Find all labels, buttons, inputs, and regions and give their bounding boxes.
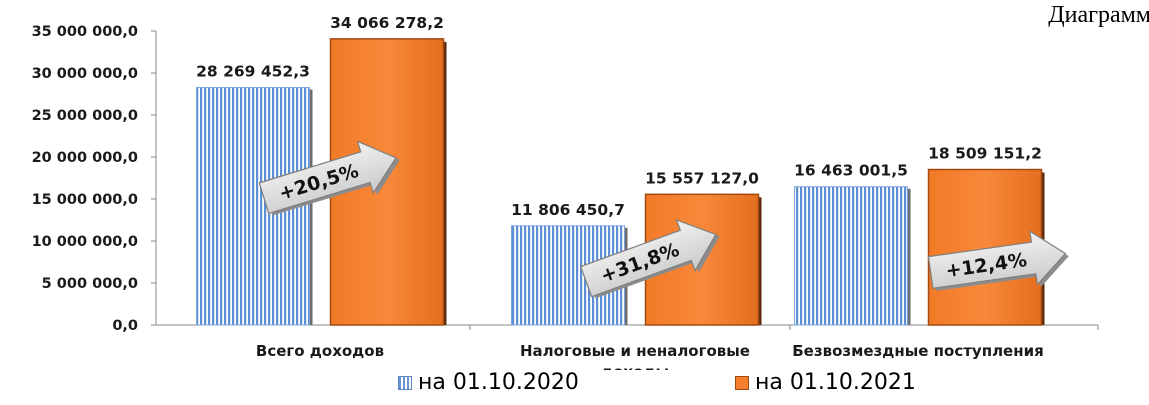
legend-item-2020: на 01.10.2020: [398, 370, 579, 395]
x-category-label: Всего доходов: [256, 342, 384, 360]
legend-swatch-2021: [735, 375, 749, 390]
legend-swatch-2020: [398, 375, 412, 390]
legend-label-2021: на 01.10.2021: [755, 370, 916, 395]
bar-value-label: 28 269 452,3: [196, 63, 310, 81]
legend-item-2021: на 01.10.2021: [735, 370, 916, 395]
y-tick-label: 25 000 000,0: [32, 108, 138, 124]
y-tick-label: 0,0: [112, 318, 138, 334]
y-tick-label: 10 000 000,0: [32, 234, 138, 250]
growth-arrow-shape: [927, 230, 1067, 289]
y-tick-label: 30 000 000,0: [32, 66, 138, 82]
y-tick-label: 35 000 000,0: [32, 24, 138, 40]
growth-arrow-shape: [258, 140, 397, 215]
y-tick-label: 20 000 000,0: [32, 150, 138, 166]
legend-label-2020: на 01.10.2020: [418, 370, 579, 395]
revenue-bar-chart: 0,0 5 000 000,0 10 000 000,0 15 000 000,0 20…: [32, 14, 1099, 370]
y-tick-label: 5 000 000,0: [42, 276, 138, 292]
bar-value-label: 18 509 151,2: [928, 145, 1042, 163]
growth-arrow: +12,4%: [927, 230, 1069, 291]
x-category-label: Безвозмездные поступления: [792, 342, 1043, 360]
chart-legend: на 01.10.2020 на 01.10.2021: [0, 370, 1149, 404]
y-tick-label: 15 000 000,0: [32, 192, 138, 208]
x-category-label: Налоговые и неналоговые: [520, 342, 750, 360]
bar-value-label: 11 806 450,7: [511, 201, 625, 219]
bar-2020: [794, 186, 908, 326]
bar-value-label: 16 463 001,5: [794, 162, 908, 180]
corner-caption: Диаграмм: [1048, 2, 1149, 28]
growth-arrow-shape: [579, 218, 717, 298]
x-category-label: доходы: [601, 363, 669, 370]
bar-value-label: 34 066 278,2: [330, 14, 444, 32]
bar-value-label: 15 557 127,0: [645, 169, 759, 187]
